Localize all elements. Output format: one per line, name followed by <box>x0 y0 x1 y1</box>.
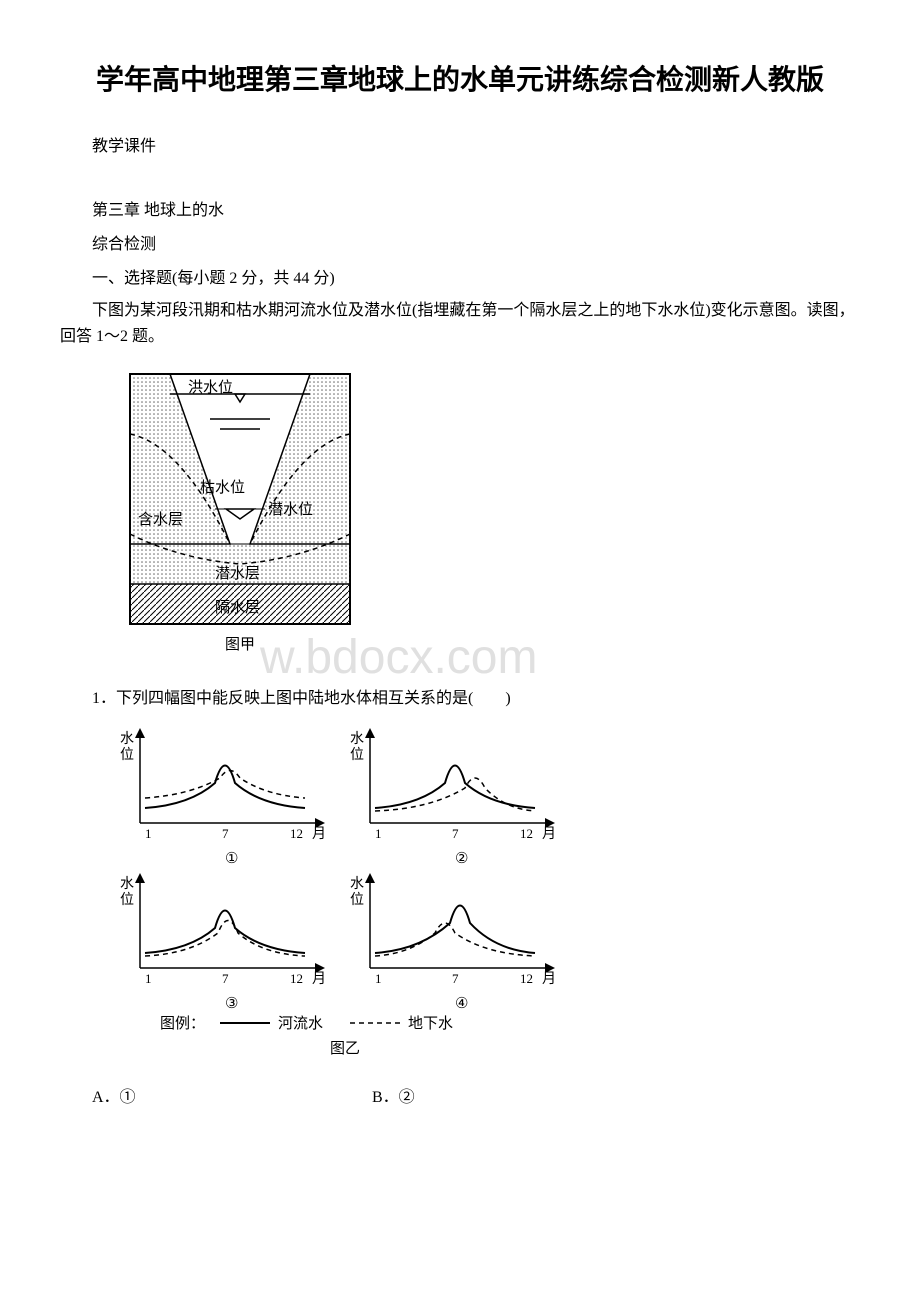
svg-text:水: 水 <box>350 731 364 747</box>
svg-text:1: 1 <box>375 826 382 841</box>
label-hongshui: 洪水位 <box>188 379 233 396</box>
svg-text:位: 位 <box>120 747 134 763</box>
svg-text:位: 位 <box>350 892 364 908</box>
legend-ground: 地下水 <box>408 1015 453 1032</box>
svg-text:1: 1 <box>145 826 152 841</box>
svg-text:②: ② <box>455 851 468 867</box>
instruction: 一、选择题(每小题 2 分，共 44 分) <box>60 264 860 288</box>
svg-text:7: 7 <box>222 971 229 986</box>
svg-text:12: 12 <box>520 826 533 841</box>
section-title: 综合检测 <box>60 230 860 254</box>
label-geshuiceng: 隔水层 <box>215 599 260 616</box>
svg-text:7: 7 <box>452 826 459 841</box>
chapter-heading: 第三章 地球上的水 <box>60 196 860 220</box>
svg-text:①: ① <box>225 851 238 867</box>
svg-text:水: 水 <box>120 876 134 892</box>
svg-text:位: 位 <box>120 892 134 908</box>
label-qianshuiwei: 潜水位 <box>268 501 313 518</box>
svg-text:7: 7 <box>222 826 229 841</box>
svg-text:④: ④ <box>455 996 468 1012</box>
figure-jia: 洪水位 枯水位 含水层 潜水位 潜水层 隔水层 图甲 w.bdocx.com <box>120 364 860 669</box>
svg-text:位: 位 <box>350 747 364 763</box>
intro-paragraph: 下图为某河段汛期和枯水期河流水位及潜水位(指埋藏在第一个隔水层之上的地下水水位)… <box>60 298 860 349</box>
svg-text:12: 12 <box>290 826 303 841</box>
label-hanshuiceng: 含水层 <box>138 511 183 528</box>
svg-text:月: 月 <box>312 826 326 842</box>
svg-text:水: 水 <box>120 731 134 747</box>
figure-yi: 水 位 1 7 12 月 ① 水 位 1 7 12 月 ② <box>120 723 860 1068</box>
label-qianshuiceng: 潜水层 <box>215 565 260 582</box>
subtitle: 教学课件 <box>60 132 860 156</box>
svg-text:水: 水 <box>350 876 364 892</box>
options-row: A．① B．② <box>60 1083 860 1107</box>
svg-text:月: 月 <box>542 971 556 987</box>
option-a: A．① <box>60 1083 340 1107</box>
figure-jia-caption: 图甲 <box>225 636 255 653</box>
legend-label: 图例： <box>160 1015 205 1032</box>
question-1: 1．下列四幅图中能反映上图中陆地水体相互关系的是( ) <box>60 684 860 708</box>
svg-text:7: 7 <box>452 971 459 986</box>
svg-text:12: 12 <box>290 971 303 986</box>
page-title: 学年高中地理第三章地球上的水单元讲练综合检测新人教版 <box>60 60 860 102</box>
option-b: B．② <box>340 1083 620 1107</box>
label-kushui: 枯水位 <box>200 479 245 496</box>
svg-text:③: ③ <box>225 996 238 1012</box>
svg-text:月: 月 <box>312 971 326 987</box>
legend-river: 河流水 <box>278 1015 323 1032</box>
svg-text:1: 1 <box>145 971 152 986</box>
figure-yi-caption: 图乙 <box>330 1040 360 1057</box>
svg-text:12: 12 <box>520 971 533 986</box>
svg-text:月: 月 <box>542 826 556 842</box>
svg-text:1: 1 <box>375 971 382 986</box>
